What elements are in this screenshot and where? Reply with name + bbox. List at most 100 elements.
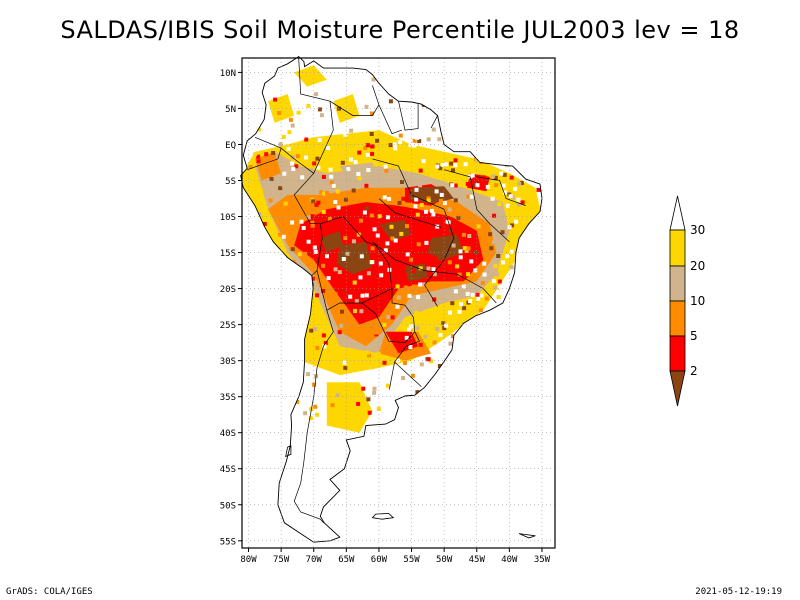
percentile-speck — [491, 353, 496, 358]
percentile-speck — [457, 309, 462, 314]
percentile-speck — [492, 279, 496, 284]
percentile-speck — [364, 232, 369, 237]
percentile-speck — [319, 190, 324, 195]
percentile-speck — [473, 268, 478, 273]
country-border — [430, 115, 438, 129]
percentile-speck — [450, 205, 455, 210]
percentile-speck — [535, 81, 540, 85]
percentile-speck — [370, 111, 374, 116]
percentile-speck — [325, 191, 329, 195]
percentile-speck — [317, 107, 322, 112]
percentile-speck — [499, 171, 504, 176]
percentile-speck — [473, 387, 478, 392]
percentile-speck — [257, 212, 262, 216]
percentile-speck — [403, 319, 408, 324]
percentile-speck — [359, 309, 364, 314]
percentile-speck — [362, 210, 367, 215]
percentile-speck — [395, 358, 400, 363]
percentile-speck — [356, 401, 361, 406]
percentile-speck — [403, 361, 407, 365]
percentile-speck — [434, 395, 439, 399]
percentile-speck — [294, 375, 299, 379]
percentile-speck — [296, 110, 301, 115]
percentile-speck — [432, 272, 437, 277]
percentile-speck — [256, 154, 261, 159]
percentile-speck — [259, 382, 264, 387]
percentile-speck — [432, 297, 437, 302]
percentile-speck — [468, 370, 473, 375]
percentile-speck — [304, 137, 309, 142]
lat-tick-label: 5N — [225, 105, 236, 115]
percentile-speck — [365, 143, 370, 148]
percentile-speck — [290, 155, 295, 160]
percentile-speck — [248, 99, 253, 104]
percentile-speck — [352, 280, 357, 285]
lon-tick-label: 50W — [436, 555, 453, 565]
percentile-speck — [525, 143, 530, 148]
percentile-speck — [414, 187, 419, 192]
percentile-speck — [278, 186, 283, 191]
percentile-speck — [319, 113, 324, 118]
percentile-speck — [515, 305, 520, 310]
percentile-speck — [313, 404, 318, 409]
country-border — [389, 362, 395, 390]
lat-tick-label: 25S — [220, 321, 236, 331]
percentile-speck — [370, 246, 375, 251]
percentile-speck — [301, 226, 306, 230]
percentile-speck — [429, 208, 434, 213]
percentile-speck — [366, 271, 371, 276]
percentile-speck — [379, 273, 384, 278]
percentile-speck — [277, 111, 282, 116]
percentile-speck — [462, 306, 467, 311]
percentile-speck — [249, 204, 253, 209]
percentile-speck — [449, 161, 454, 166]
percentile-speck — [468, 174, 473, 179]
percentile-speck — [492, 285, 497, 290]
percentile-speck — [493, 175, 498, 180]
percentile-speck — [491, 335, 496, 340]
percentile-speck — [397, 354, 402, 359]
percentile-speck — [306, 372, 311, 377]
percentile-speck — [375, 233, 380, 238]
percentile-speck — [256, 314, 261, 319]
percentile-speck — [272, 380, 277, 385]
percentile-speck — [309, 328, 314, 333]
percentile-speck — [517, 181, 522, 186]
percentile-speck — [531, 173, 536, 178]
percentile-speck — [372, 390, 377, 395]
percentile-speck — [492, 213, 497, 218]
percentile-speck — [370, 365, 375, 370]
percentile-speck — [457, 272, 462, 277]
percentile-speck — [470, 249, 475, 253]
percentile-speck — [421, 282, 426, 287]
percentile-speck — [505, 203, 510, 208]
percentile-speck — [435, 164, 440, 169]
percentile-speck — [439, 192, 444, 197]
percentile-speck — [259, 273, 263, 278]
percentile-speck — [513, 280, 518, 285]
percentile-speck — [251, 209, 256, 213]
percentile-speck — [451, 168, 455, 173]
percentile-speck — [351, 239, 356, 244]
percentile-patch — [336, 241, 373, 275]
percentile-speck — [369, 132, 374, 136]
percentile-speck — [535, 228, 539, 233]
percentile-speck — [419, 203, 424, 207]
percentile-speck — [426, 198, 431, 203]
country-border — [378, 104, 402, 135]
percentile-speck — [437, 137, 442, 142]
percentile-patch — [294, 65, 327, 87]
percentile-speck — [340, 309, 344, 314]
percentile-speck — [266, 338, 271, 343]
percentile-speck — [336, 205, 341, 210]
percentile-speck — [547, 342, 551, 346]
percentile-speck — [500, 230, 505, 235]
percentile-speck — [500, 323, 505, 328]
percentile-speck — [329, 174, 334, 179]
percentile-speck — [543, 348, 547, 352]
percentile-speck — [415, 135, 420, 140]
lat-tick-label: 15S — [220, 249, 236, 259]
color-legend: 30 20 10 5 2 — [669, 195, 705, 407]
percentile-speck — [519, 181, 524, 185]
percentile-speck — [251, 332, 256, 337]
